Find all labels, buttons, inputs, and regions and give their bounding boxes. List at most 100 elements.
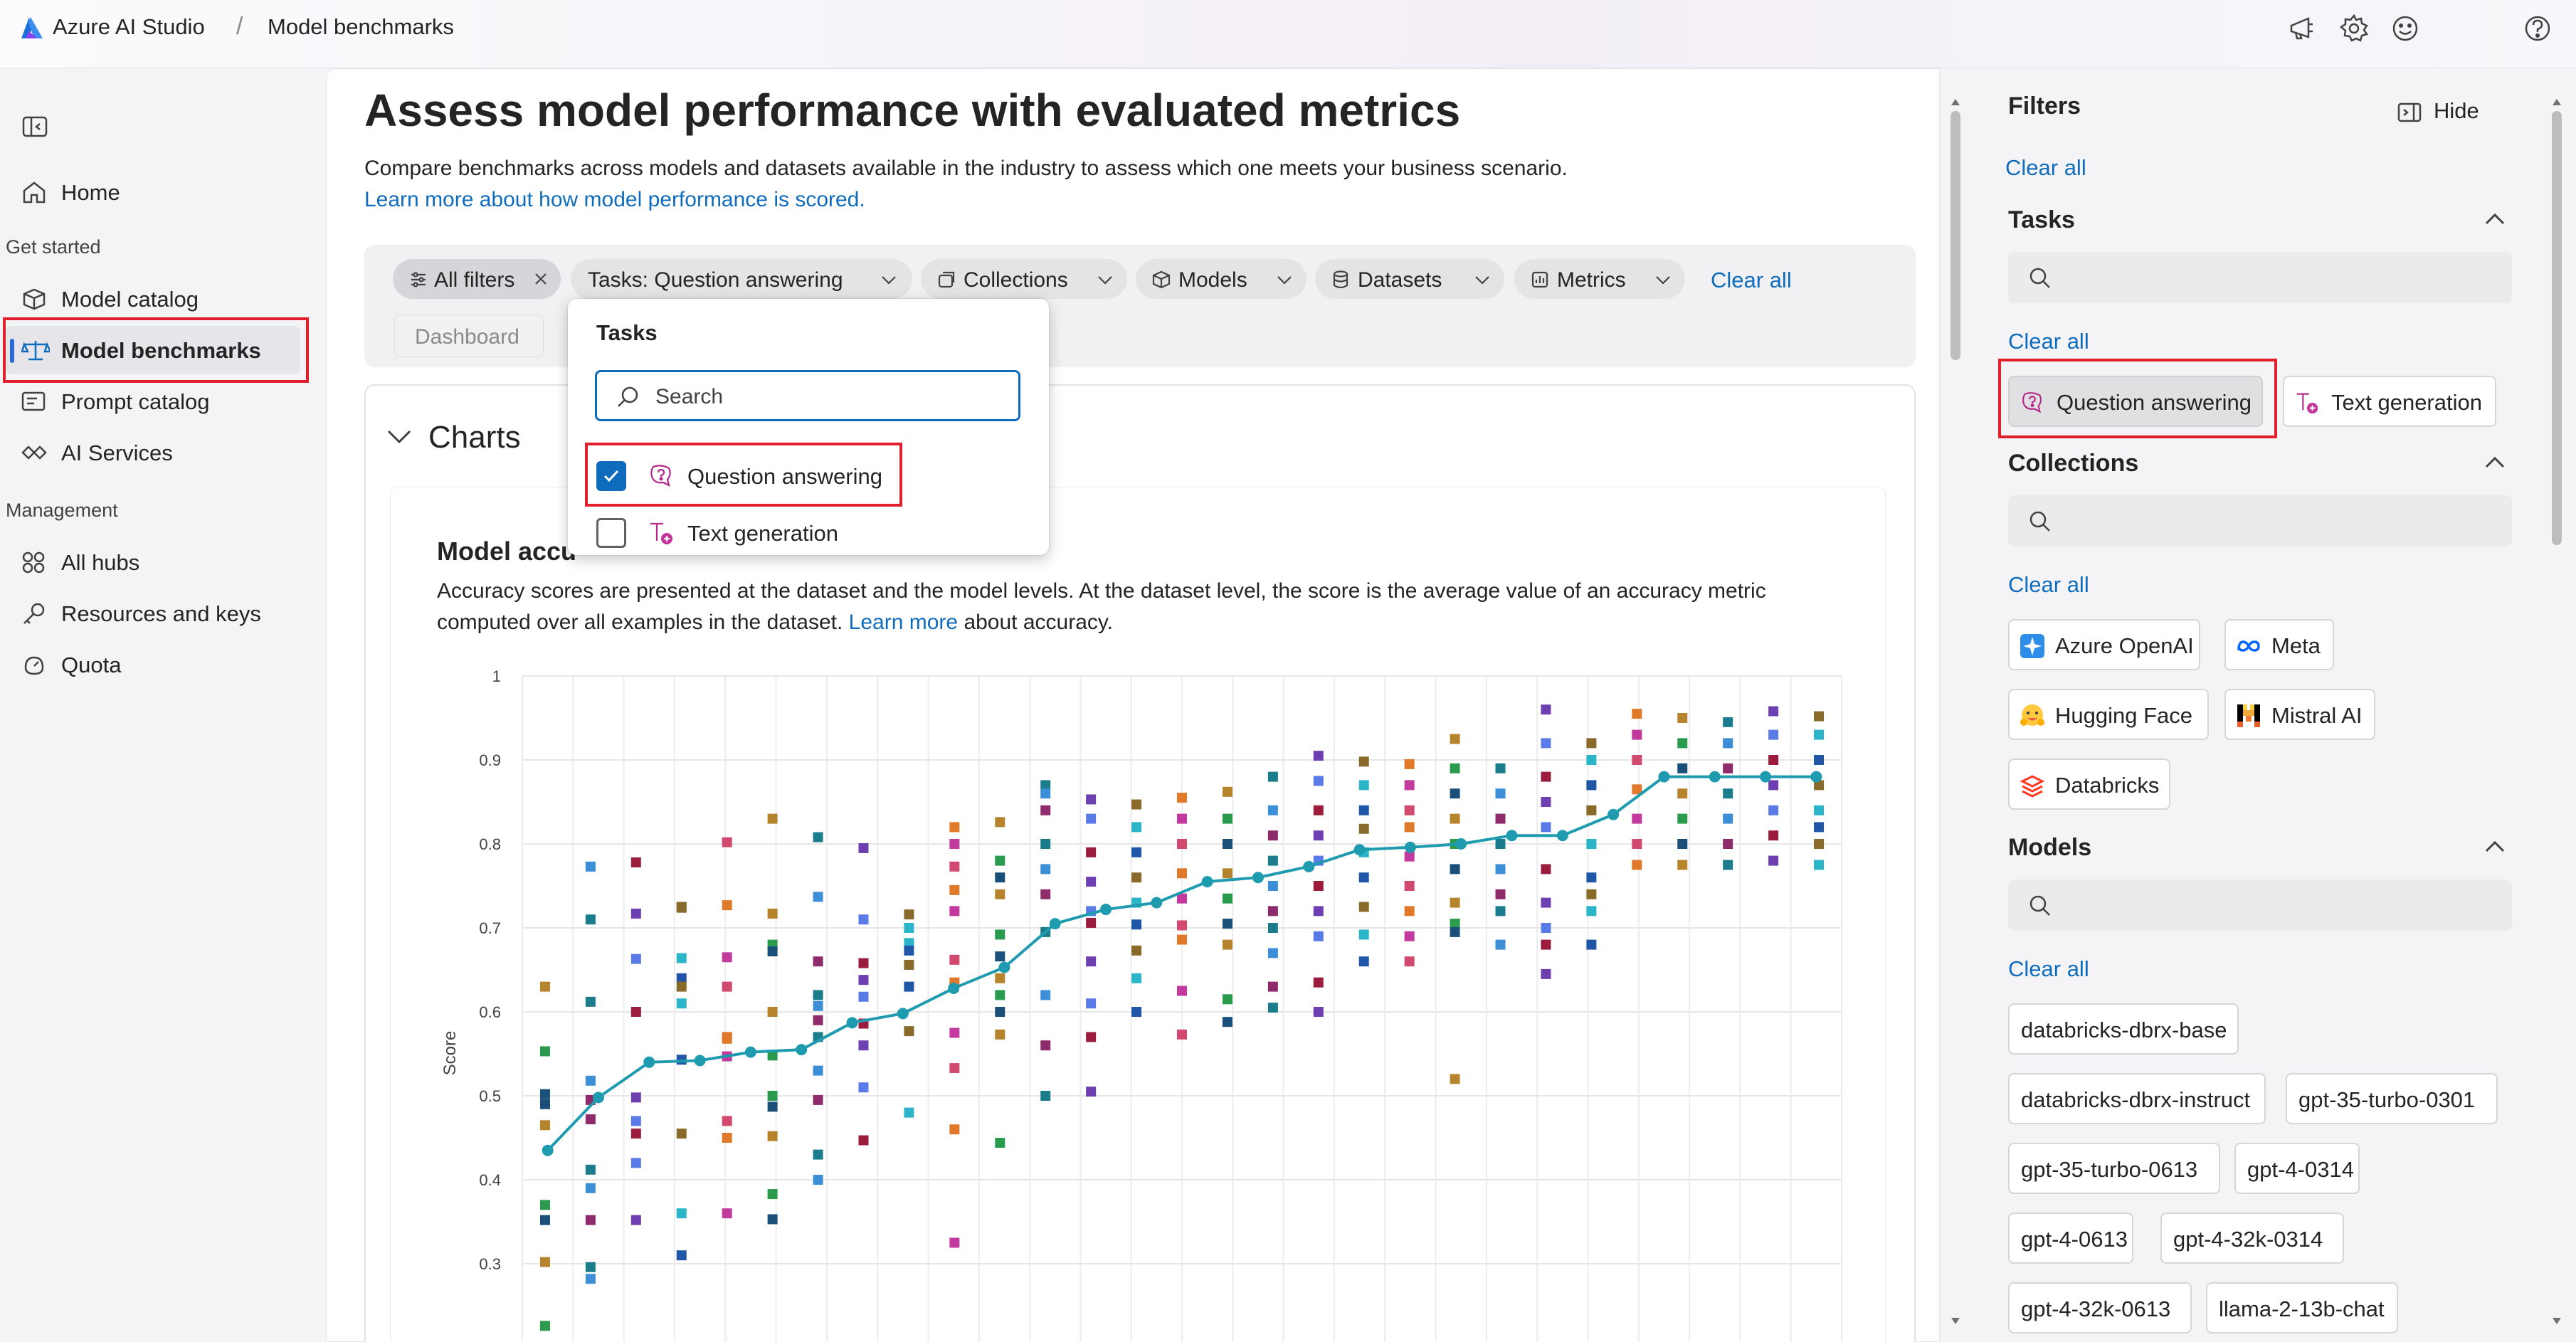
tag-label: gpt-4-32k-0314 [2173,1227,2323,1252]
scroll-up-icon[interactable] [2551,97,2562,107]
chevron-up-icon[interactable] [2482,453,2508,471]
task-tag-text-generation[interactable]: Text generation [2283,376,2496,427]
data-point [1586,872,1597,883]
data-point [1450,788,1460,799]
panel-toggle-icon[interactable] [21,115,48,138]
model-tag[interactable]: gpt-4-0314 [2234,1143,2360,1194]
data-point [1541,968,1551,979]
data-point [1358,823,1369,834]
collections-search-input[interactable] [2008,495,2512,546]
tasks-search-input[interactable] [2008,252,2512,303]
collection-tag-azure-openai[interactable]: Azure OpenAI [2008,619,2200,670]
collection-tag-mistral-ai[interactable]: Mistral AI [2224,689,2375,740]
scroll-down-icon[interactable] [1950,1316,1961,1326]
hide-button[interactable]: Hide [2434,98,2479,123]
sidebar-item-home[interactable]: Home [0,168,306,216]
tasks-clear-all-link[interactable]: Clear all [2008,329,2089,354]
chart-desc-text: computed over all examples in the datase… [437,611,843,634]
data-point [1086,1087,1097,1097]
models-search-input[interactable] [2008,879,2512,931]
gear-icon[interactable] [2338,13,2370,44]
scroll-thumb[interactable] [1951,111,1960,360]
app-brand[interactable]: Azure AI Studio [53,14,205,39]
sidebar-item-quota[interactable]: Quota [0,640,306,689]
smiley-icon[interactable] [2390,13,2421,44]
search-icon [2029,268,2050,288]
data-point [1814,822,1825,833]
chevron-down-icon[interactable] [384,426,414,447]
filters-scrollbar[interactable] [2546,68,2567,1342]
data-point [1040,990,1051,1000]
data-point [1358,756,1369,767]
data-point [630,1129,641,1139]
model-tag[interactable]: gpt-4-0613 [2008,1212,2133,1264]
sidebar-item-model-benchmarks[interactable]: Model benchmarks [6,326,300,374]
close-icon[interactable] [532,270,549,287]
dropdown-option-question-answering[interactable]: Question answering [596,453,995,495]
model-tag[interactable]: gpt-35-turbo-0301 [2286,1073,2498,1124]
tag-label: gpt-35-turbo-0613 [2021,1157,2198,1182]
data-point [1677,839,1688,849]
data-point [585,996,596,1007]
model-tag[interactable]: databricks-dbrx-instruct [2008,1073,2266,1124]
clear-all-link[interactable]: Clear all [2005,155,2086,180]
line-point [1658,771,1670,783]
checkbox-checked[interactable] [596,461,626,491]
tag-label: gpt-4-0314 [2247,1157,2354,1182]
checkbox[interactable] [596,518,626,548]
data-point [1450,734,1460,744]
collection-tag-databricks[interactable]: Databricks [2008,759,2170,810]
models-filter-chip[interactable]: Models [1136,259,1307,299]
help-icon[interactable] [2522,13,2553,44]
breadcrumb-current[interactable]: Model benchmarks [268,14,454,39]
hide-panel-icon[interactable] [2397,101,2422,124]
main-scrollbar[interactable] [1947,68,1964,1342]
data-point [1541,771,1551,782]
learn-more-link[interactable]: Learn more about how model performance i… [364,188,865,211]
collections-filter-chip[interactable]: Collections [921,259,1127,299]
data-point [1358,780,1369,791]
sidebar-item-model-catalog[interactable]: Model catalog [0,275,306,323]
megaphone-icon[interactable] [2287,13,2318,44]
datasets-filter-chip[interactable]: Datasets [1315,259,1504,299]
model-tag[interactable]: gpt-35-turbo-0613 [2008,1143,2220,1194]
model-tag[interactable]: gpt-4-32k-0613 [2008,1282,2192,1333]
line-point [1455,838,1467,850]
sidebar-item-ai-services[interactable]: AI Services [0,428,306,477]
metrics-filter-chip[interactable]: Metrics [1514,259,1685,299]
chevron-up-icon[interactable] [2482,209,2508,228]
data-point [1222,786,1232,797]
collections-icon [938,271,955,288]
clear-all-filters-link[interactable]: Clear all [1711,268,1792,292]
collections-clear-all-link[interactable]: Clear all [2008,572,2089,597]
model-tag[interactable]: llama-2-13b-chat [2206,1282,2398,1333]
sidebar-item-all-hubs[interactable]: All hubs [0,538,306,586]
scroll-up-icon[interactable] [1950,97,1961,107]
prompt-icon [21,391,46,411]
sidebar-item-resources-and-keys[interactable]: Resources and keys [0,589,306,638]
model-tag[interactable]: gpt-4-32k-0314 [2160,1212,2344,1264]
task-tag-question-answering[interactable]: Question answering [2008,376,2263,427]
scroll-thumb[interactable] [2552,111,2562,545]
models-clear-all-link[interactable]: Clear all [2008,956,2089,981]
data-point [585,1274,596,1284]
chevron-up-icon[interactable] [2482,837,2508,855]
tasks-filter-chip[interactable]: Tasks: Question answering [571,259,912,299]
data-point [858,975,869,986]
dropdown-option-text-generation[interactable]: Text generation [596,509,995,552]
collection-tag-meta[interactable]: Meta [2224,619,2334,670]
sidebar-item-prompt-catalog[interactable]: Prompt catalog [0,377,306,426]
collection-tag-hugging-face[interactable]: Hugging Face [2008,689,2209,740]
dropdown-search-input[interactable]: Search [595,370,1020,421]
scroll-down-icon[interactable] [2551,1316,2562,1326]
tab-dashboard[interactable]: Dashboard [394,315,544,357]
data-point [1267,771,1278,782]
all-filters-chip[interactable]: All filters [393,259,561,299]
model-tag[interactable]: databricks-dbrx-base [2008,1003,2239,1055]
data-point [1814,755,1825,765]
line-point [643,1056,655,1068]
chart-learn-more-link[interactable]: Learn more [848,611,959,634]
charts-heading[interactable]: Charts [428,420,521,455]
hugging-face-icon [2020,704,2044,726]
data-point [1677,713,1688,723]
